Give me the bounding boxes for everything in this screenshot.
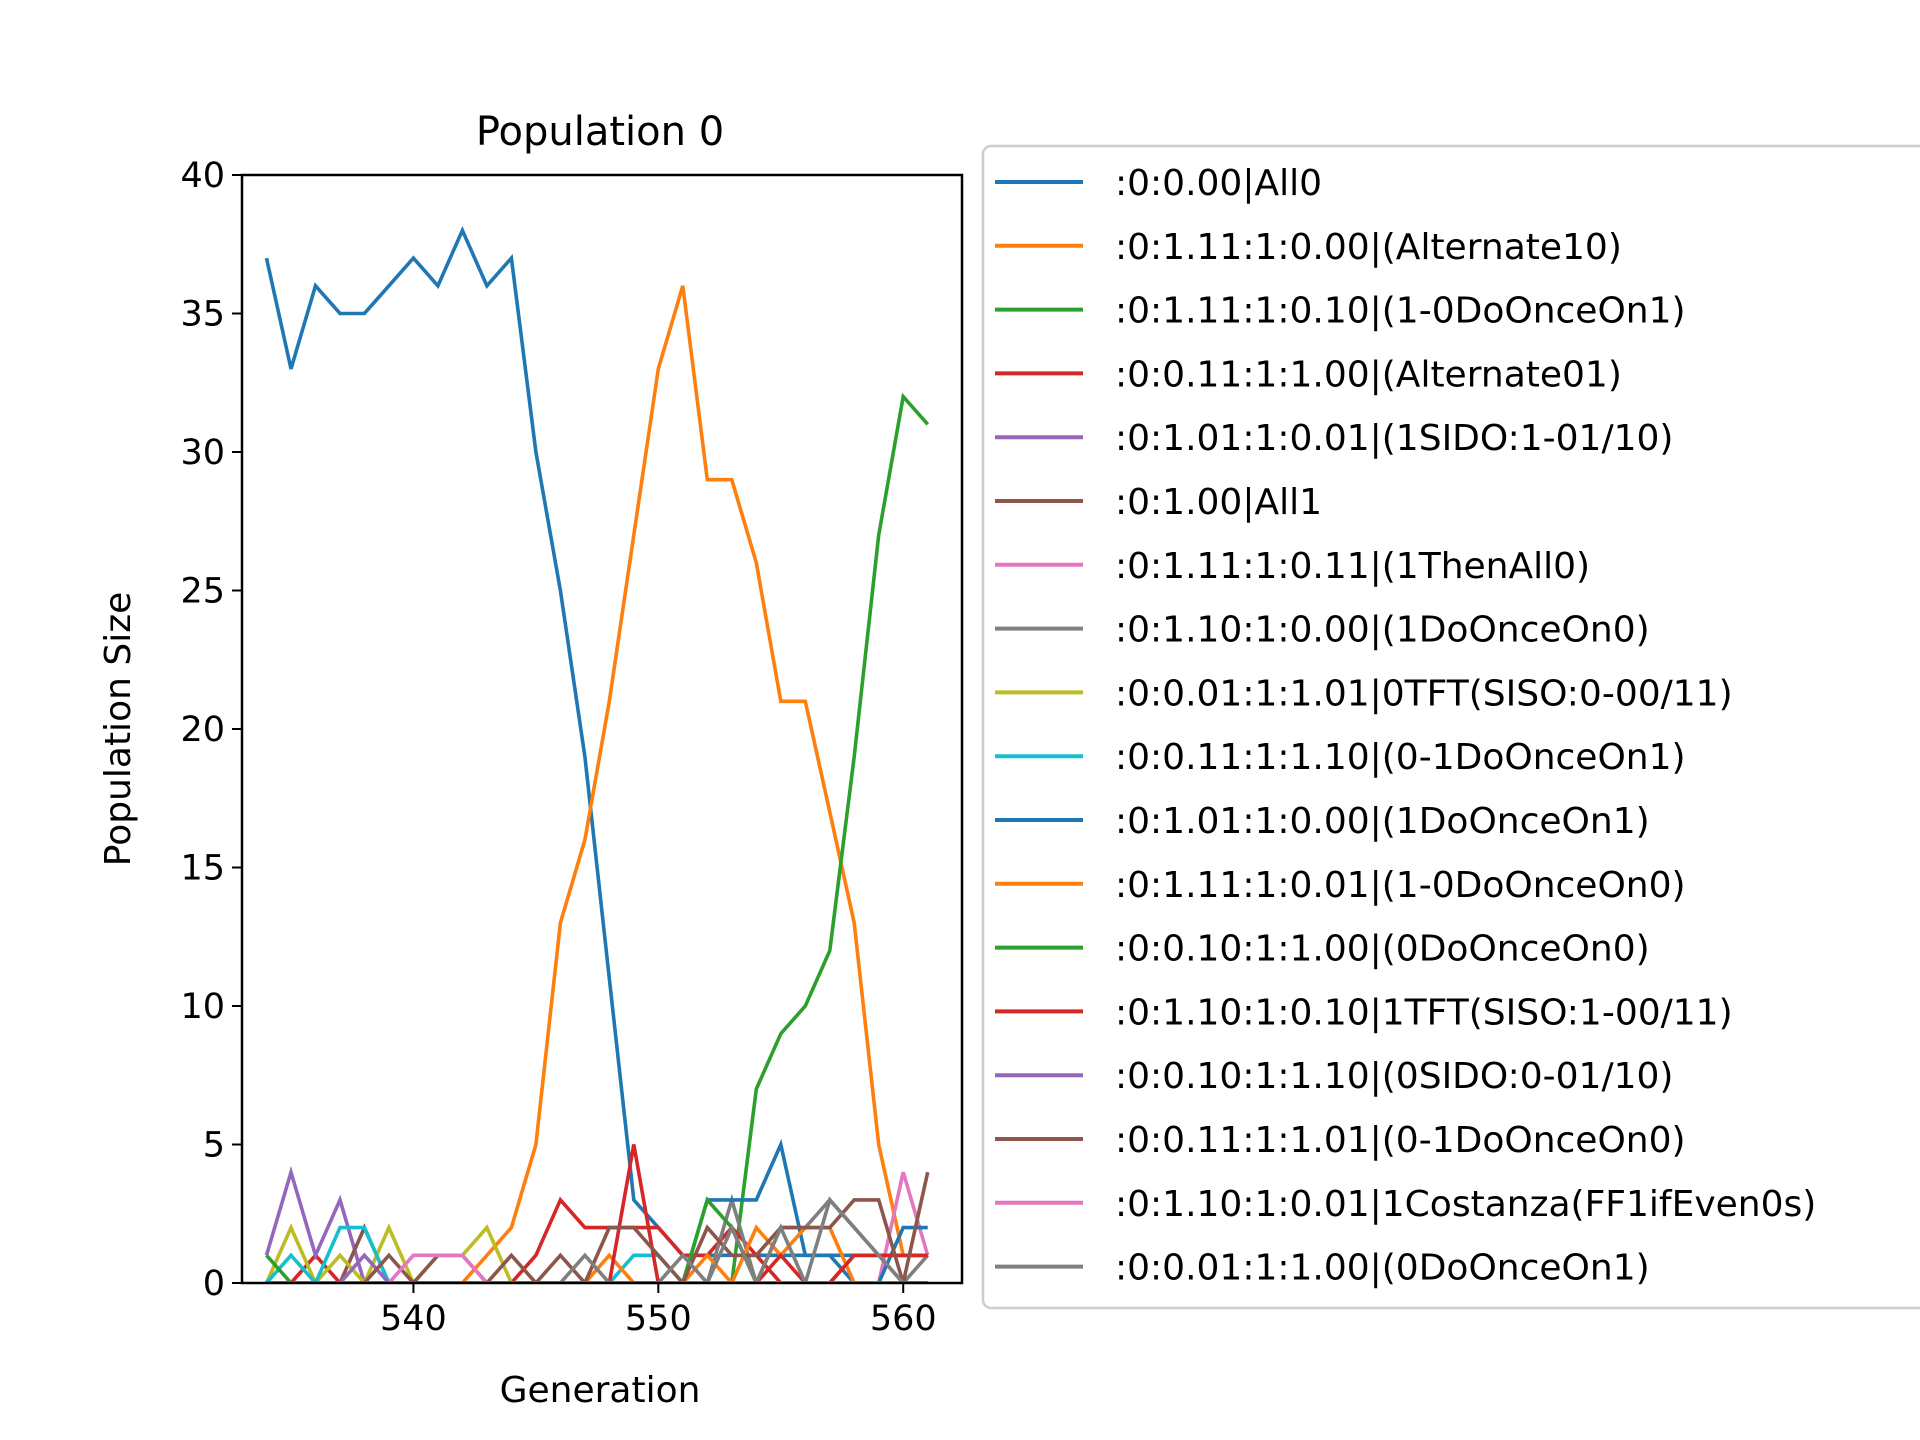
legend-label-3: :0:0.11:1:1.00|(Alternate01) <box>1115 354 1622 395</box>
x-axis: 540 550 560 <box>380 1283 937 1339</box>
series-line-7 <box>266 1193 930 1283</box>
series-line-2 <box>266 392 930 1283</box>
x-tick-label-2: 560 <box>870 1299 937 1339</box>
series-layer <box>264 225 930 1283</box>
x-tick-label-0: 540 <box>380 1299 447 1339</box>
legend-label-8: :0:0.01:1:1.01|0TFT(SISO:0-00/11) <box>1115 673 1733 714</box>
series-line-13 <box>266 1144 928 1283</box>
plot-area <box>240 173 964 1285</box>
legend-label-17: :0:0.01:1:1.00|(0DoOnceOn1) <box>1115 1248 1650 1289</box>
legend-label-4: :0:1.01:1:0.01|(1SIDO:1-01/10) <box>1115 418 1673 459</box>
legend-label-6: :0:1.11:1:0.11|(1ThenAll0) <box>1115 546 1590 587</box>
y-axis-label: Population Size <box>98 592 139 866</box>
y-axis: 0 5 10 15 20 25 30 35 40 <box>180 156 242 1304</box>
series-line-0 <box>264 225 928 1258</box>
y-tick-label-6: 30 <box>180 433 225 473</box>
legend-label-11: :0:1.11:1:0.01|(1-0DoOnceOn0) <box>1115 865 1686 906</box>
series-line-9 <box>265 1225 928 1283</box>
legend-label-7: :0:1.10:1:0.00|(1DoOnceOn0) <box>1115 610 1650 651</box>
legend-label-12: :0:0.10:1:1.00|(0DoOnceOn0) <box>1115 929 1650 970</box>
series-line-15 <box>266 1171 930 1283</box>
y-tick-label-5: 25 <box>180 572 225 612</box>
series-line-1 <box>266 285 928 1283</box>
y-tick-label-2: 10 <box>180 987 225 1027</box>
legend-label-16: :0:1.10:1:0.01|1Costanza(FF1ifEven0s) <box>1115 1184 1816 1225</box>
y-tick-label-8: 40 <box>180 156 225 196</box>
legend-label-9: :0:0.11:1:1.10|(0-1DoOnceOn1) <box>1115 737 1686 778</box>
y-tick-label-3: 15 <box>180 849 225 889</box>
legend: :0:0.00|All0 :0:1.11:1:0.00|(Alternate10)… <box>981 144 1920 1310</box>
series-line-17 <box>266 1196 928 1283</box>
legend-label-5: :0:1.00|All1 <box>1115 482 1322 523</box>
legend-label-1: :0:1.11:1:0.00|(Alternate10) <box>1115 227 1622 268</box>
x-tick-label-1: 550 <box>625 1299 692 1339</box>
y-tick-label-7: 35 <box>180 295 225 335</box>
y-tick-label-0: 0 <box>203 1264 225 1304</box>
legend-label-14: :0:0.10:1:1.10|(0SIDO:0-01/10) <box>1115 1056 1673 1097</box>
chart-title: Population 0 <box>476 109 724 155</box>
y-tick-label-1: 5 <box>203 1126 225 1166</box>
series-line-3 <box>266 1196 928 1283</box>
legend-label-0: :0:0.00|All0 <box>1115 163 1322 204</box>
legend-label-15: :0:0.11:1:1.01|(0-1DoOnceOn0) <box>1115 1120 1686 1161</box>
legend-frame <box>981 144 1920 1310</box>
series-line-10 <box>266 1138 928 1283</box>
x-axis-label: Generation <box>500 1370 701 1411</box>
legend-label-2: :0:1.11:1:0.10|(1-0DoOnceOn1) <box>1115 291 1686 332</box>
legend-label-10: :0:1.01:1:0.00|(1DoOnceOn1) <box>1115 801 1650 842</box>
plot-frame <box>240 173 964 1285</box>
legend-label-13: :0:1.10:1:0.10|1TFT(SISO:1-00/11) <box>1115 992 1733 1033</box>
y-tick-label-4: 20 <box>180 710 225 750</box>
